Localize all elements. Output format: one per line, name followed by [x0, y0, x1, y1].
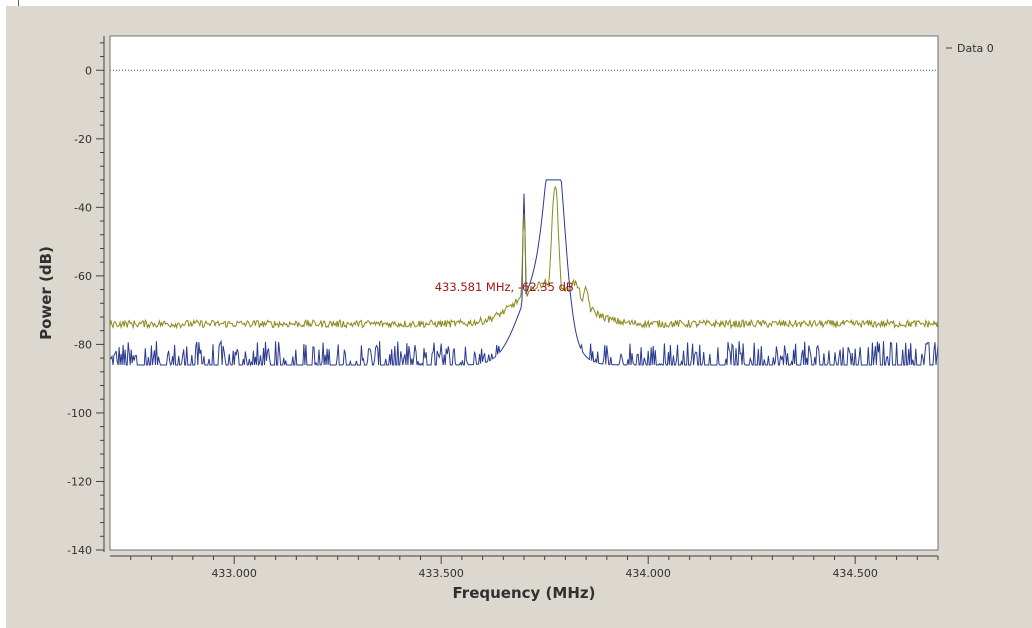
y-tick-label: -140	[67, 544, 92, 557]
y-tick-label: -80	[74, 338, 92, 351]
x-axis-title: Frequency (MHz)	[453, 584, 596, 602]
legend[interactable]: Data 0	[946, 42, 994, 55]
x-tick-label: 434.000	[625, 567, 671, 580]
y-tick-label: -40	[74, 201, 92, 214]
marker-readout: 433.581 MHz, -62.35 dB	[435, 280, 574, 294]
y-axis-title: Power (dB)	[37, 246, 55, 340]
x-tick-label: 434.500	[832, 567, 878, 580]
x-tick-label: 433.500	[418, 567, 464, 580]
series-data-0-line	[109, 185, 939, 330]
series-spectrum-line	[109, 179, 939, 367]
y-tick-label: -20	[74, 133, 92, 146]
legend-label-data-0: Data 0	[957, 42, 994, 55]
plot-canvas[interactable]	[110, 36, 938, 550]
y-tick-label: -120	[67, 475, 92, 488]
y-tick-label: -100	[67, 407, 92, 420]
x-tick-label: 433.000	[211, 567, 257, 580]
window-top-edge	[0, 0, 1032, 6]
plot-frame	[109, 35, 939, 551]
x-axis: 433.000 433.500 434.000 434.500	[110, 555, 939, 580]
y-tick-label: 0	[85, 64, 92, 77]
y-axis: 0 -20 -40 -60 -80 -100 -120 -140	[67, 36, 105, 557]
y-tick-label: -60	[74, 270, 92, 283]
top-edge-tick	[18, 0, 19, 10]
series-group	[109, 179, 939, 367]
